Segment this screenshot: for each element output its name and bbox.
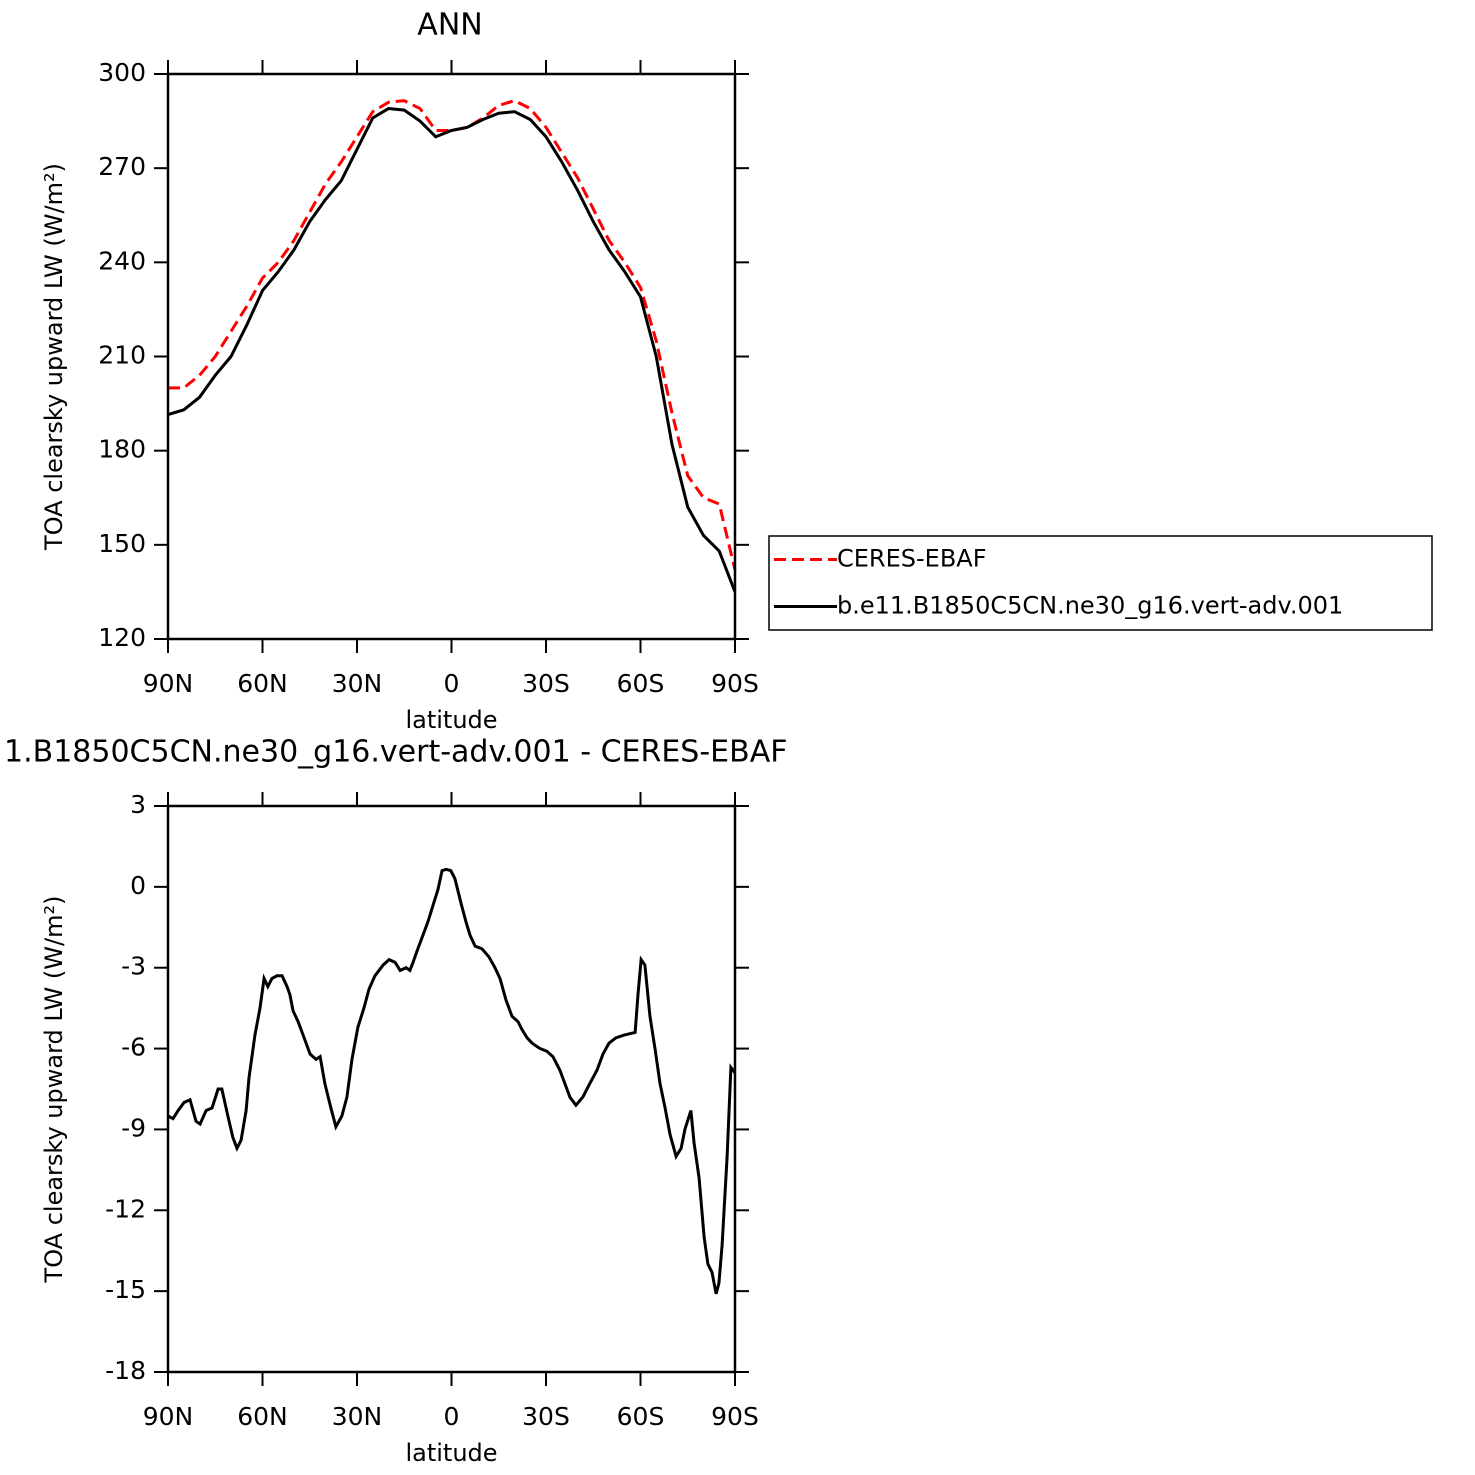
legend-entry: CERES-EBAF	[837, 545, 987, 573]
x-tick-label: 30S	[522, 669, 570, 698]
data-line	[167, 106, 737, 593]
plot-frame	[166, 72, 737, 641]
y-tick-label: -12	[105, 1194, 146, 1223]
y-tick-label: -9	[121, 1113, 146, 1142]
x-tick-label: 90N	[143, 1402, 194, 1431]
y-tick-label: 270	[98, 152, 146, 181]
y-tick-label: 3	[130, 790, 146, 819]
y-tick-label: 300	[98, 58, 146, 87]
legend-entry: b.e11.B1850C5CN.ne30_g16.vert-adv.001	[837, 592, 1343, 620]
data-line	[167, 867, 737, 1295]
y-tick-label: 180	[98, 435, 146, 464]
x-tick-label: 90S	[711, 669, 759, 698]
chart-title: ANN	[417, 8, 482, 43]
y-tick-label: 0	[130, 871, 146, 900]
x-axis-label: latitude	[405, 706, 497, 734]
x-tick-label: 60S	[617, 669, 665, 698]
chart-title: 1.B1850C5CN.ne30_g16.vert-adv.001 - CERE…	[4, 735, 787, 770]
y-tick-label: -3	[121, 952, 146, 981]
x-tick-label: 0	[444, 669, 460, 698]
x-tick-label: 60N	[237, 669, 288, 698]
y-tick-label: 240	[98, 246, 146, 275]
y-tick-label: -6	[121, 1033, 146, 1062]
y-tick-label: -15	[105, 1275, 146, 1304]
x-tick-label: 90S	[711, 1402, 759, 1431]
x-tick-label: 60S	[617, 1402, 665, 1431]
y-axis-label: TOA clearsky upward LW (W/m²)	[40, 896, 68, 1284]
x-tick-label: 90N	[143, 669, 194, 698]
x-tick-label: 30N	[332, 669, 383, 698]
y-tick-label: 210	[98, 341, 146, 370]
x-axis-label: latitude	[405, 1439, 497, 1467]
y-tick-label: -18	[105, 1356, 146, 1385]
y-tick-label: 150	[98, 529, 146, 558]
y-tick-label: 120	[98, 623, 146, 652]
legend-box	[768, 535, 1433, 631]
x-tick-label: 60N	[237, 1402, 288, 1431]
y-axis-label: TOA clearsky upward LW (W/m²)	[40, 163, 68, 551]
x-tick-label: 30N	[332, 1402, 383, 1431]
x-tick-label: 30S	[522, 1402, 570, 1431]
plot-frame	[166, 804, 737, 1374]
x-tick-label: 0	[444, 1402, 460, 1431]
data-line	[168, 99, 737, 571]
